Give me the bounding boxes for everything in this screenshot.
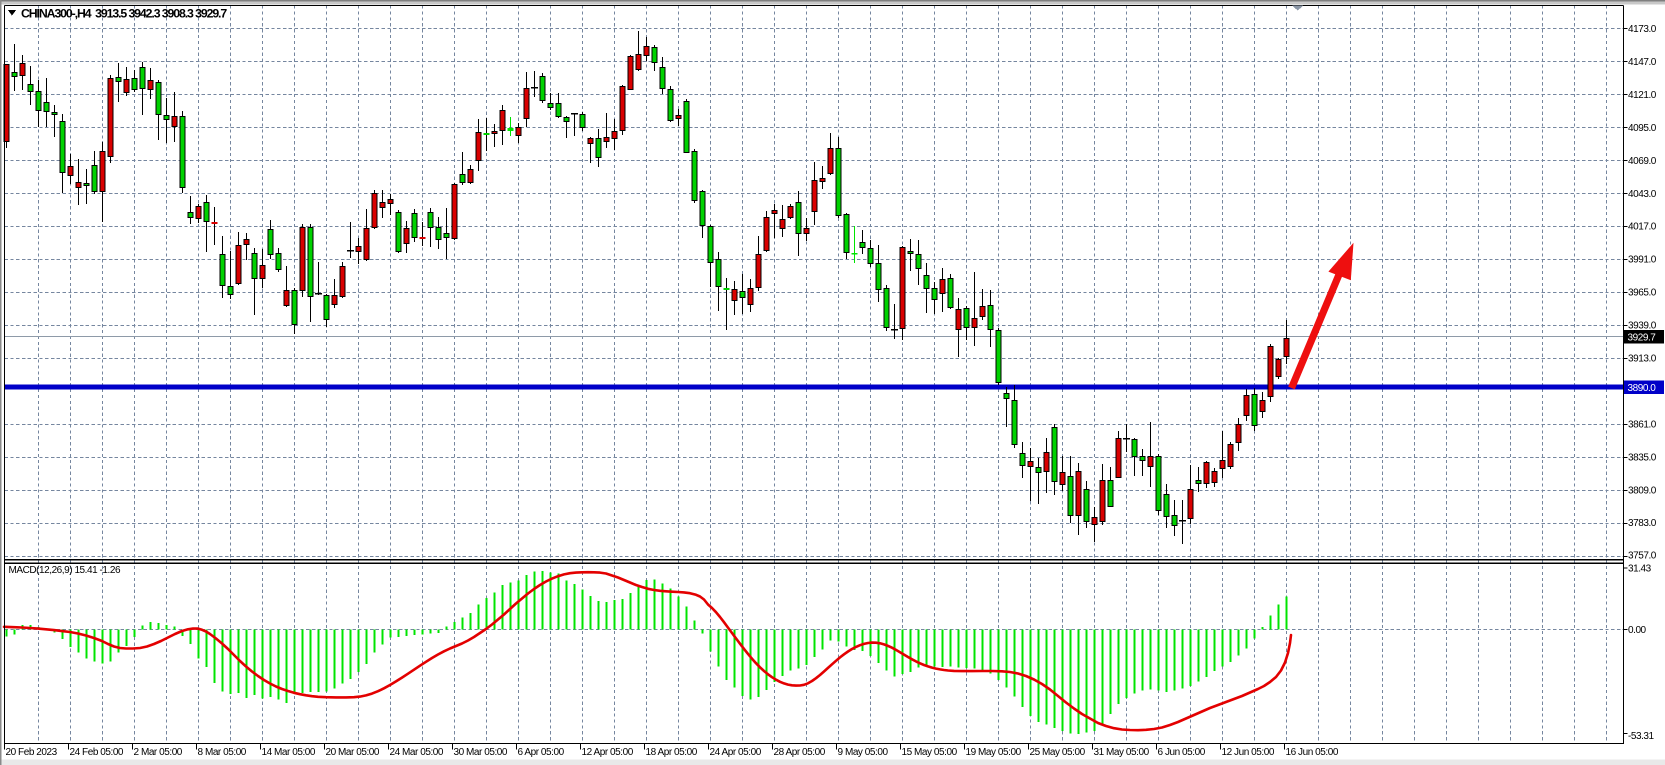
svg-text:4017.0: 4017.0 bbox=[1628, 222, 1657, 233]
svg-text:19 May 05:00: 19 May 05:00 bbox=[966, 747, 1022, 758]
svg-text:3890.0: 3890.0 bbox=[1628, 383, 1657, 394]
svg-text:3929.7: 3929.7 bbox=[1628, 333, 1657, 344]
svg-text:4069.0: 4069.0 bbox=[1628, 156, 1657, 167]
svg-text:16 Jun 05:00: 16 Jun 05:00 bbox=[1286, 747, 1339, 758]
svg-text:3939.0: 3939.0 bbox=[1628, 321, 1657, 332]
svg-text:4095.0: 4095.0 bbox=[1628, 123, 1657, 134]
svg-text:MACD(12,26,9) 15.41 -1.26: MACD(12,26,9) 15.41 -1.26 bbox=[9, 565, 121, 576]
svg-text:0.00: 0.00 bbox=[1628, 625, 1647, 636]
svg-text:25 May 05:00: 25 May 05:00 bbox=[1030, 747, 1086, 758]
svg-text:20 Mar 05:00: 20 Mar 05:00 bbox=[326, 747, 380, 758]
svg-text:9 May 05:00: 9 May 05:00 bbox=[838, 747, 889, 758]
svg-text:4173.0: 4173.0 bbox=[1628, 24, 1657, 35]
svg-text:4043.0: 4043.0 bbox=[1628, 189, 1657, 200]
svg-text:31.43: 31.43 bbox=[1628, 564, 1652, 575]
svg-text:18 Apr 05:00: 18 Apr 05:00 bbox=[646, 747, 698, 758]
svg-text:30 Mar 05:00: 30 Mar 05:00 bbox=[454, 747, 508, 758]
svg-text:2 Mar 05:00: 2 Mar 05:00 bbox=[134, 747, 183, 758]
svg-text:28 Apr 05:00: 28 Apr 05:00 bbox=[774, 747, 826, 758]
svg-text:15 May 05:00: 15 May 05:00 bbox=[902, 747, 958, 758]
svg-text:3757.0: 3757.0 bbox=[1628, 551, 1657, 562]
svg-text:4147.0: 4147.0 bbox=[1628, 57, 1657, 68]
svg-text:4121.0: 4121.0 bbox=[1628, 90, 1657, 101]
svg-text:20 Feb 2023: 20 Feb 2023 bbox=[6, 747, 58, 758]
svg-text:3991.0: 3991.0 bbox=[1628, 255, 1657, 266]
svg-text:12 Jun 05:00: 12 Jun 05:00 bbox=[1222, 747, 1275, 758]
svg-text:3913.0: 3913.0 bbox=[1628, 354, 1657, 365]
svg-text:14 Mar 05:00: 14 Mar 05:00 bbox=[262, 747, 316, 758]
svg-text:31 May 05:00: 31 May 05:00 bbox=[1094, 747, 1150, 758]
svg-text:3835.0: 3835.0 bbox=[1628, 452, 1657, 463]
svg-text:3783.0: 3783.0 bbox=[1628, 518, 1657, 529]
svg-text:24 Mar 05:00: 24 Mar 05:00 bbox=[390, 747, 444, 758]
svg-text:6 Apr 05:00: 6 Apr 05:00 bbox=[518, 747, 565, 758]
svg-text:3809.0: 3809.0 bbox=[1628, 485, 1657, 496]
svg-text:8 Mar 05:00: 8 Mar 05:00 bbox=[198, 747, 247, 758]
svg-text:3965.0: 3965.0 bbox=[1628, 288, 1657, 299]
svg-text:24 Apr 05:00: 24 Apr 05:00 bbox=[710, 747, 762, 758]
svg-text:3861.0: 3861.0 bbox=[1628, 419, 1657, 430]
svg-text:12 Apr 05:00: 12 Apr 05:00 bbox=[582, 747, 634, 758]
svg-text:CHINA300-,H4 3913.5 3942.3 39: CHINA300-,H4 3913.5 3942.3 3908.3 3929.7 bbox=[21, 7, 227, 21]
svg-text:24 Feb 05:00: 24 Feb 05:00 bbox=[70, 747, 124, 758]
svg-text:6 Jun 05:00: 6 Jun 05:00 bbox=[1158, 747, 1206, 758]
svg-text:-53.31: -53.31 bbox=[1628, 731, 1655, 742]
